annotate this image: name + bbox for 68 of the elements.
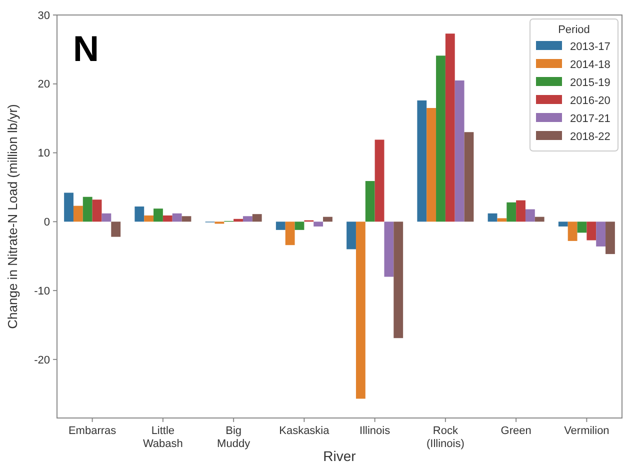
bar: [558, 222, 568, 226]
bar: [596, 222, 606, 246]
legend-label: 2017-21: [570, 112, 610, 125]
bar: [525, 209, 535, 222]
bar: [586, 222, 596, 240]
bar: [234, 218, 243, 222]
bar: [606, 222, 615, 254]
bar: [464, 132, 474, 222]
bar: [506, 202, 516, 222]
x-tick-label: Illinois: [360, 425, 391, 437]
legend-label: 2013-17: [570, 40, 610, 53]
bar: [102, 213, 112, 222]
legend-label: 2016-20: [570, 94, 610, 107]
bar: [92, 200, 102, 222]
y-tick-label: 0: [44, 216, 50, 229]
x-tick-label: Rock (Illinois): [426, 425, 464, 450]
bar: [154, 208, 163, 222]
bar: [144, 215, 154, 222]
x-tick-label: Embarras: [68, 425, 117, 437]
bar: [172, 213, 182, 222]
x-axis-title: River: [323, 448, 356, 464]
x-tick-label: Big Muddy: [217, 425, 251, 450]
bar: [436, 56, 446, 222]
bar: [497, 218, 507, 222]
bar: [534, 216, 544, 222]
bar: [568, 222, 578, 241]
bar: [356, 222, 366, 399]
bar: [182, 216, 192, 222]
legend-title: Period: [558, 24, 590, 36]
legend-label: 2015-19: [570, 76, 610, 89]
bar: [314, 222, 324, 226]
y-axis-title: Change in Nitrate-N Load (million lb/yr): [5, 104, 20, 329]
bar: [252, 214, 262, 222]
bar: [285, 222, 295, 246]
bar: [488, 213, 498, 222]
bar: [82, 196, 92, 222]
bar: [323, 216, 332, 222]
bar: [445, 34, 455, 222]
x-tick-label: Green: [500, 425, 532, 437]
bar: [426, 108, 436, 222]
bar: [134, 206, 144, 222]
annotation: N: [73, 28, 99, 69]
bar: [294, 222, 304, 230]
legend-label: 2014-18: [570, 58, 610, 71]
bar: [73, 206, 83, 222]
bar: [577, 222, 587, 233]
bar: [374, 140, 384, 222]
x-tick-label: Vermilion: [564, 425, 610, 437]
legend-label: 2018-22: [570, 130, 610, 143]
bar: [346, 222, 356, 250]
bar: [454, 80, 464, 222]
x-tick-label: Kaskaskia: [279, 425, 330, 437]
bar: [384, 222, 394, 277]
bar: [64, 192, 74, 222]
bar: [516, 200, 526, 222]
y-tick-label: -10: [34, 285, 50, 298]
y-tick-label: 20: [38, 78, 50, 91]
y-tick-label: -20: [34, 354, 50, 366]
bar: [162, 215, 172, 222]
bar: [365, 181, 375, 222]
y-tick-label: 10: [38, 148, 50, 160]
bar: [417, 100, 427, 222]
bar: [242, 216, 252, 222]
y-tick-label: 30: [38, 10, 50, 22]
x-tick-label: Little Wabash: [142, 425, 183, 450]
bar: [111, 222, 121, 237]
bar: [276, 222, 286, 230]
bar: [394, 222, 404, 338]
